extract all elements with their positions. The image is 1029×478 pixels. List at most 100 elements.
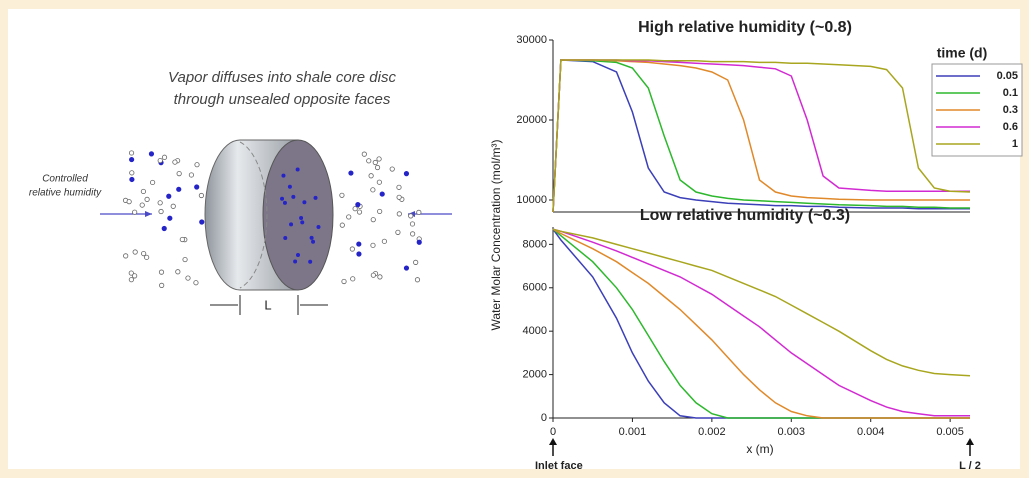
- molecule: [150, 179, 156, 186]
- molecule: [126, 199, 132, 205]
- molecule: [167, 215, 173, 221]
- molecule: [166, 193, 172, 199]
- molecule: [140, 188, 147, 195]
- molecule: [123, 253, 129, 259]
- molecule: [370, 187, 376, 193]
- molecule: [293, 259, 298, 264]
- molecule: [148, 151, 155, 157]
- side-label: Controlled: [42, 174, 88, 185]
- series-line: [552, 59, 971, 213]
- molecule: [396, 184, 402, 190]
- molecule: [132, 209, 138, 215]
- molecule: [372, 159, 378, 166]
- y-axis-label: Water Molar Concentration (mol/m³): [489, 140, 503, 331]
- molecule: [368, 173, 374, 179]
- molecule: [282, 200, 287, 205]
- legend-label: 1: [1012, 138, 1018, 150]
- molecule: [144, 196, 150, 202]
- side-label: relative humidity: [29, 188, 102, 199]
- x-tick-label: 0.005: [936, 426, 964, 438]
- molecules: [122, 150, 422, 288]
- x-tick-label: 0.003: [778, 426, 806, 438]
- molecule: [280, 196, 285, 201]
- molecule: [194, 162, 200, 168]
- molecule: [132, 273, 138, 279]
- molecule: [339, 192, 345, 198]
- molecule: [129, 170, 135, 176]
- legend-label: 0.3: [1003, 104, 1018, 116]
- annotation-arrow-head: [549, 438, 557, 445]
- cylinder-face: [262, 139, 334, 291]
- x-tick-label: 0: [550, 426, 556, 438]
- molecule: [416, 209, 422, 215]
- y-tick-label: 4000: [523, 325, 547, 337]
- x-tick-label: 0.001: [619, 426, 647, 438]
- molecule: [302, 200, 307, 205]
- series-line: [552, 59, 970, 213]
- molecule: [413, 259, 419, 265]
- molecule: [311, 239, 316, 244]
- series-line: [552, 59, 970, 213]
- caption-line: through unsealed opposite faces: [174, 91, 391, 108]
- molecule: [175, 269, 181, 275]
- x-tick-label: 0.002: [698, 426, 726, 438]
- molecule: [409, 221, 416, 227]
- molecule: [300, 220, 305, 225]
- length-label: L: [264, 297, 271, 312]
- molecule: [356, 241, 362, 247]
- molecule: [341, 278, 347, 285]
- molecule: [176, 171, 182, 177]
- molecule: [144, 254, 150, 260]
- molecule: [157, 200, 163, 206]
- molecule: [370, 242, 376, 248]
- legend-title: time (d): [937, 45, 988, 61]
- molecule: [350, 276, 356, 282]
- molecule: [379, 191, 385, 197]
- molecule: [128, 150, 135, 156]
- molecule: [339, 222, 345, 228]
- molecule: [377, 274, 383, 280]
- series-line: [552, 228, 971, 377]
- molecule: [198, 192, 205, 199]
- molecule: [309, 235, 314, 240]
- molecule: [403, 171, 410, 177]
- molecule: [361, 151, 367, 157]
- series-line: [552, 59, 970, 213]
- molecule: [170, 203, 176, 209]
- molecule: [289, 222, 294, 227]
- molecule: [129, 176, 135, 183]
- series-line: [552, 59, 970, 213]
- annotation: Inlet face: [535, 460, 583, 472]
- chart-title: Low relative humidity (~0.3): [640, 207, 850, 224]
- molecule: [356, 251, 362, 257]
- y-tick-label: 2000: [523, 368, 547, 380]
- molecule: [403, 265, 410, 271]
- molecule: [348, 170, 354, 176]
- molecule: [128, 270, 134, 276]
- diagram: Vapor diffuses into shale core disc thro…: [29, 69, 452, 315]
- molecule: [194, 184, 200, 190]
- molecule: [374, 164, 381, 171]
- molecule: [376, 156, 382, 162]
- molecule: [377, 208, 383, 215]
- molecule: [295, 253, 300, 258]
- molecule: [389, 166, 395, 172]
- x-axis-label: x (m): [746, 442, 773, 456]
- molecule: [316, 225, 321, 230]
- molecule: [159, 282, 165, 288]
- caption-line: Vapor diffuses into shale core disc: [168, 69, 396, 86]
- molecule: [185, 275, 191, 281]
- molecule: [396, 194, 402, 200]
- molecule: [355, 202, 361, 208]
- molecule: [172, 159, 178, 165]
- molecule: [161, 225, 167, 232]
- molecule: [396, 211, 402, 217]
- legend-label: 0.05: [997, 70, 1018, 82]
- series-line: [552, 228, 970, 419]
- molecule: [370, 217, 376, 223]
- annotation-arrow-head: [966, 438, 974, 445]
- molecule: [141, 250, 147, 257]
- molecule: [193, 280, 199, 286]
- molecule: [381, 238, 387, 244]
